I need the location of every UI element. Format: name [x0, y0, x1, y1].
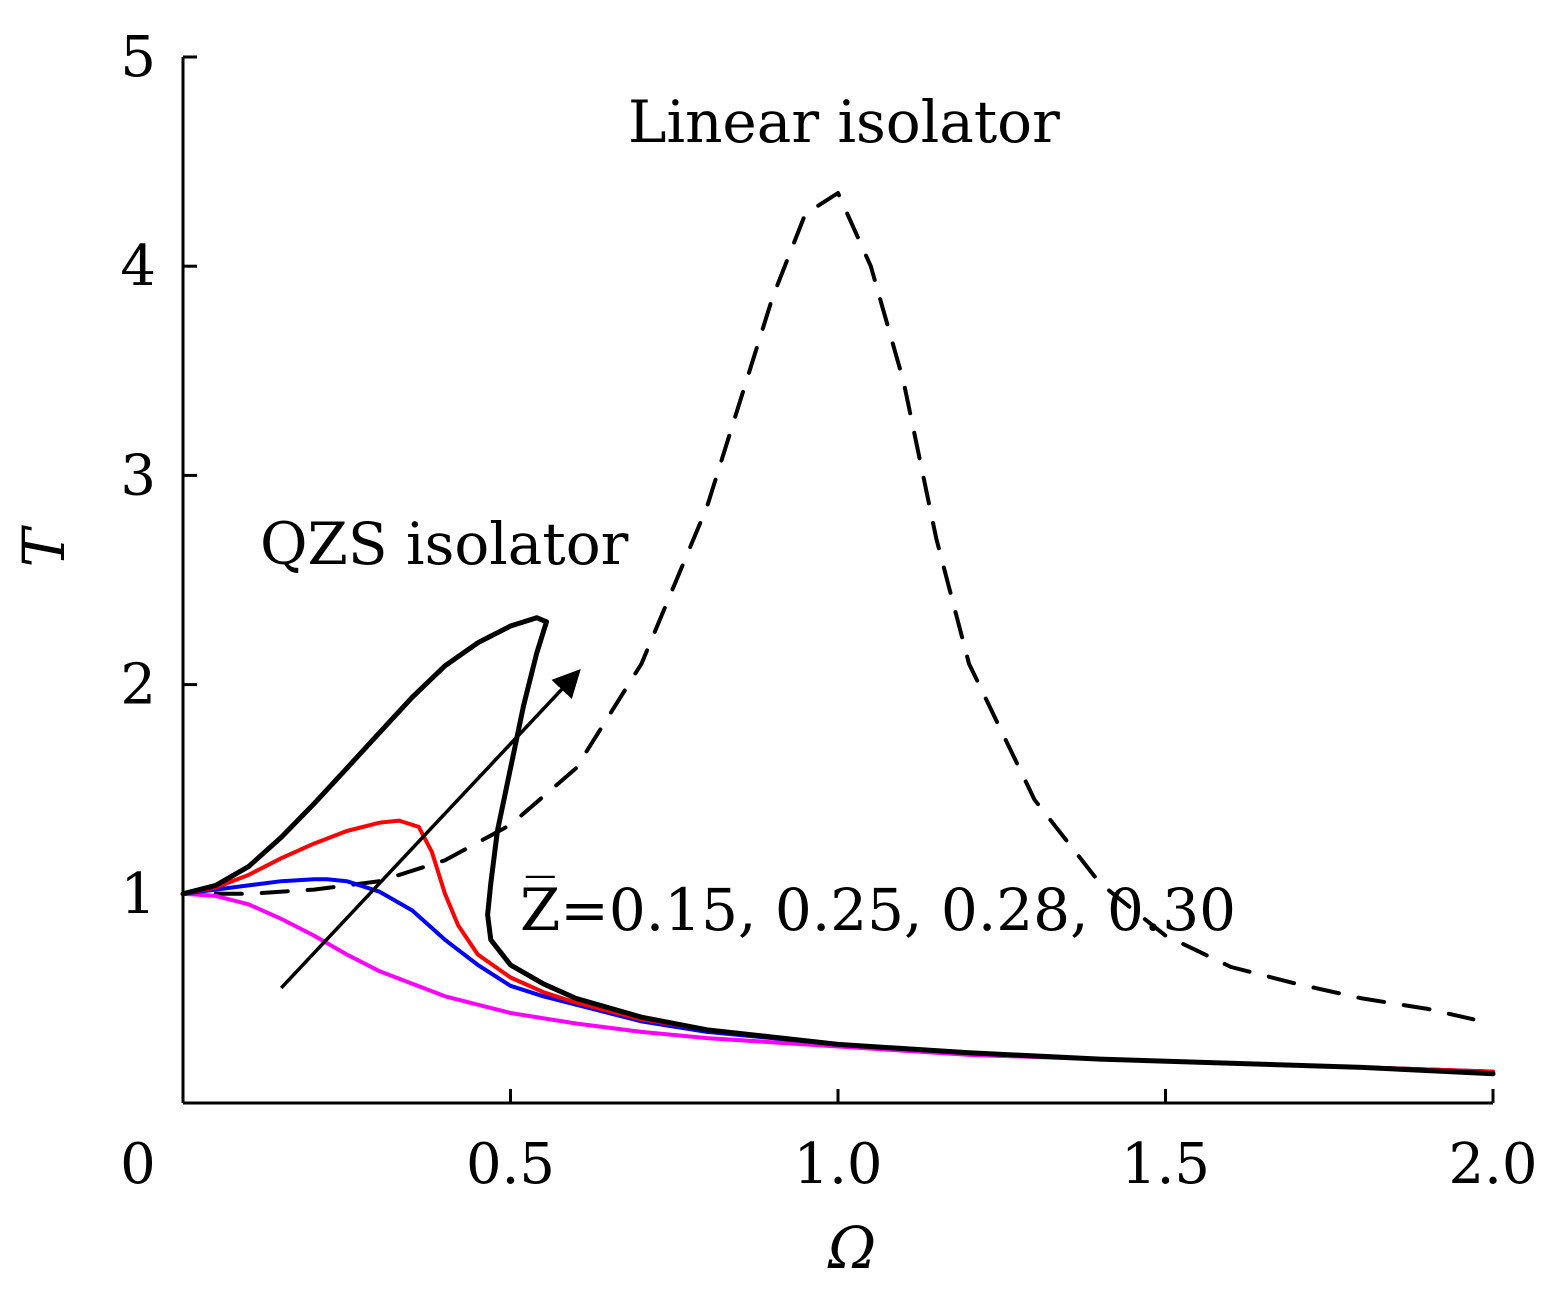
- series-line-linear-isolator: [213, 191, 1476, 1022]
- series-line-z-0-28: [181, 818, 1495, 1074]
- series-line-z-0-30: [180, 615, 1496, 1077]
- parameter-arrow: [279, 669, 581, 990]
- axes: [181, 57, 1493, 1105]
- x-tick-label: 1.5: [1121, 1132, 1210, 1197]
- z-values-label: Z̅=0.15, 0.25, 0.28, 0.30: [520, 874, 1236, 944]
- linear-isolator-label: Linear isolator: [628, 88, 1060, 156]
- x-tick-label: 2.0: [1448, 1132, 1537, 1197]
- y-tick-label: 2: [120, 653, 156, 718]
- increasing-z-arrow: [279, 669, 581, 990]
- y-tick-label: 4: [120, 234, 156, 299]
- y-axis-label: T: [10, 524, 78, 567]
- y-tick-label: 1: [120, 862, 156, 927]
- x-axis-label: Ω: [827, 1214, 876, 1282]
- qzs-isolator-label: QZS isolator: [260, 510, 629, 578]
- x-tick-label: 1.0: [793, 1132, 882, 1197]
- x-tick-label: 0: [120, 1132, 156, 1197]
- y-tick-label: 3: [120, 443, 156, 508]
- y-tick-label: 5: [120, 25, 156, 90]
- x-tick-label: 0.5: [466, 1132, 555, 1197]
